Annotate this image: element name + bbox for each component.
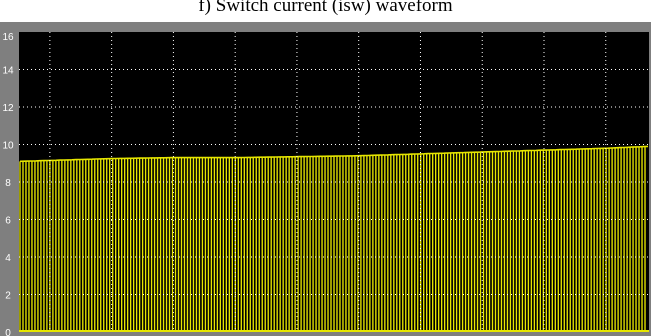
y-tick-label: 14 — [2, 66, 14, 77]
y-tick-label: 16 — [2, 32, 14, 43]
trace-envelope — [19, 145, 649, 163]
y-tick-label: 10 — [2, 141, 14, 152]
y-tick-label: 4 — [5, 253, 11, 264]
y-tick-label: 0 — [5, 328, 11, 336]
trace — [19, 145, 649, 332]
y-tick-label: 6 — [5, 216, 11, 227]
trace-pulses — [19, 146, 646, 331]
y-tick-label: 8 — [5, 178, 11, 189]
grid-lines — [19, 32, 649, 332]
y-axis: 0 2 4 6 8 10 12 14 16 — [2, 32, 14, 336]
y-tick-label: 2 — [5, 291, 11, 302]
y-tick-label: 12 — [2, 103, 14, 114]
chart-title: f) Switch current (isw) waveform — [198, 0, 453, 16]
